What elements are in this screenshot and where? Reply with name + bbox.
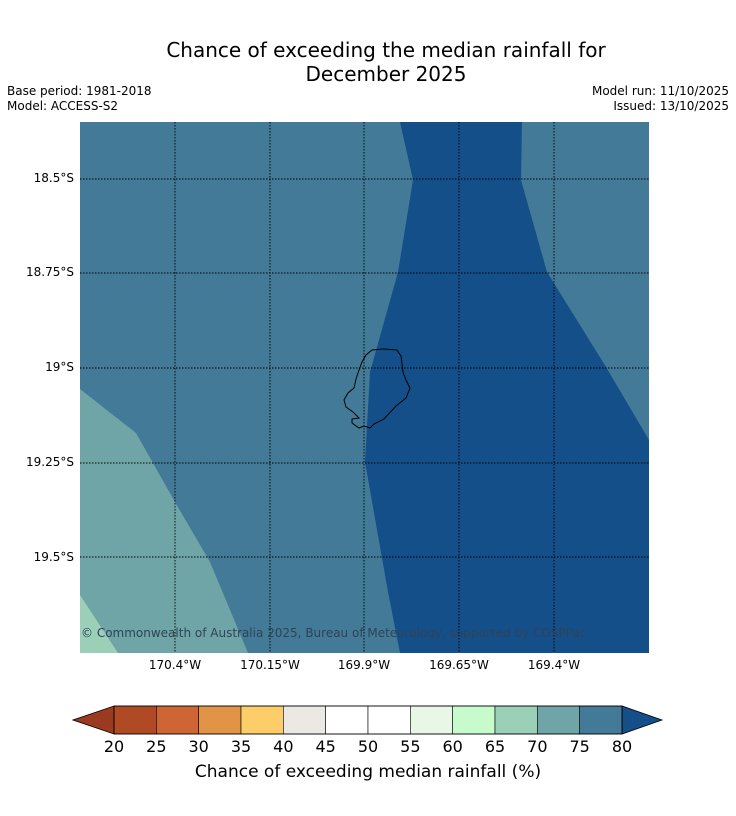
- lat-label: 19°S: [45, 360, 74, 374]
- colorbar-segment: [325, 705, 369, 735]
- meta-right: Model run: 11/10/2025 Issued: 13/10/2025: [592, 84, 729, 114]
- base-period-text: Base period: 1981-2018: [7, 84, 152, 98]
- copyright-text: © Commonwealth of Australia 2025, Bureau…: [81, 626, 587, 640]
- lon-label: 169.4°W: [527, 658, 581, 672]
- gridlines: [80, 122, 649, 653]
- colorbar: [72, 705, 664, 735]
- lon-label: 170.4°W: [148, 658, 202, 672]
- colorbar-segment: [156, 705, 199, 735]
- title-line-2: December 2025: [305, 62, 467, 86]
- lat-label: 18.5°S: [33, 171, 74, 185]
- colorbar-tick-label: 50: [357, 737, 379, 756]
- colorbar-tick-label: 55: [400, 737, 421, 756]
- colorbar-tick-label: 65: [484, 737, 506, 756]
- colorbar-tick-label: 35: [230, 737, 252, 756]
- lon-label: 169.9°W: [337, 658, 391, 672]
- lon-label: 169.65°W: [429, 658, 489, 672]
- colorbar-segment: [410, 705, 453, 735]
- colorbar-segment: [198, 705, 242, 735]
- colorbar-segment: [113, 705, 157, 735]
- rainfall-map: [80, 122, 649, 653]
- colorbar-tick-label: 70: [527, 737, 548, 756]
- colorbar-segment: [494, 705, 538, 735]
- lon-label: 170.15°W: [240, 658, 300, 672]
- colorbar-frame: [113, 705, 623, 735]
- colorbar-tick-label: 80: [611, 737, 633, 756]
- meta-left: Base period: 1981-2018 Model: ACCESS-S2: [7, 84, 152, 114]
- map-title: Chance of exceeding the median rainfall …: [0, 38, 736, 86]
- region-65-percent: [80, 595, 118, 653]
- colorbar-under-arrow: [72, 705, 115, 735]
- region-70-percent: [80, 389, 248, 653]
- colorbar-tick-label: 30: [188, 737, 209, 756]
- lat-label: 19.5°S: [33, 550, 74, 564]
- colorbar-label: Chance of exceeding median rainfall (%): [194, 762, 542, 782]
- colorbar-tick-label: 60: [442, 737, 463, 756]
- colorbar-tick-label: 75: [569, 737, 590, 756]
- colorbar-tick-label: 40: [273, 737, 294, 756]
- colorbar-tick-label: 20: [103, 737, 125, 756]
- colorbar-tick-label: 45: [315, 737, 336, 756]
- title-line-1: Chance of exceeding the median rainfall …: [166, 38, 606, 62]
- region-80-percent: [365, 122, 649, 653]
- island-coastline: [343, 348, 411, 429]
- lat-label: 19.25°S: [26, 455, 74, 469]
- colorbar-segment: [240, 705, 284, 735]
- model-text: Model: ACCESS-S2: [7, 99, 119, 113]
- colorbar-over-arrow: [621, 705, 664, 735]
- colorbar-segment: [367, 705, 411, 735]
- issued-text: Issued: 13/10/2025: [613, 99, 729, 113]
- colorbar-segment: [452, 705, 496, 735]
- model-run-text: Model run: 11/10/2025: [591, 84, 729, 98]
- colorbar-segment: [537, 705, 580, 735]
- colorbar-segment: [283, 705, 326, 735]
- colorbar-segments: [113, 705, 623, 735]
- colorbar-segment: [579, 705, 623, 735]
- colorbar-tick-label: 25: [146, 737, 167, 756]
- lat-label: 18.75°S: [26, 265, 74, 279]
